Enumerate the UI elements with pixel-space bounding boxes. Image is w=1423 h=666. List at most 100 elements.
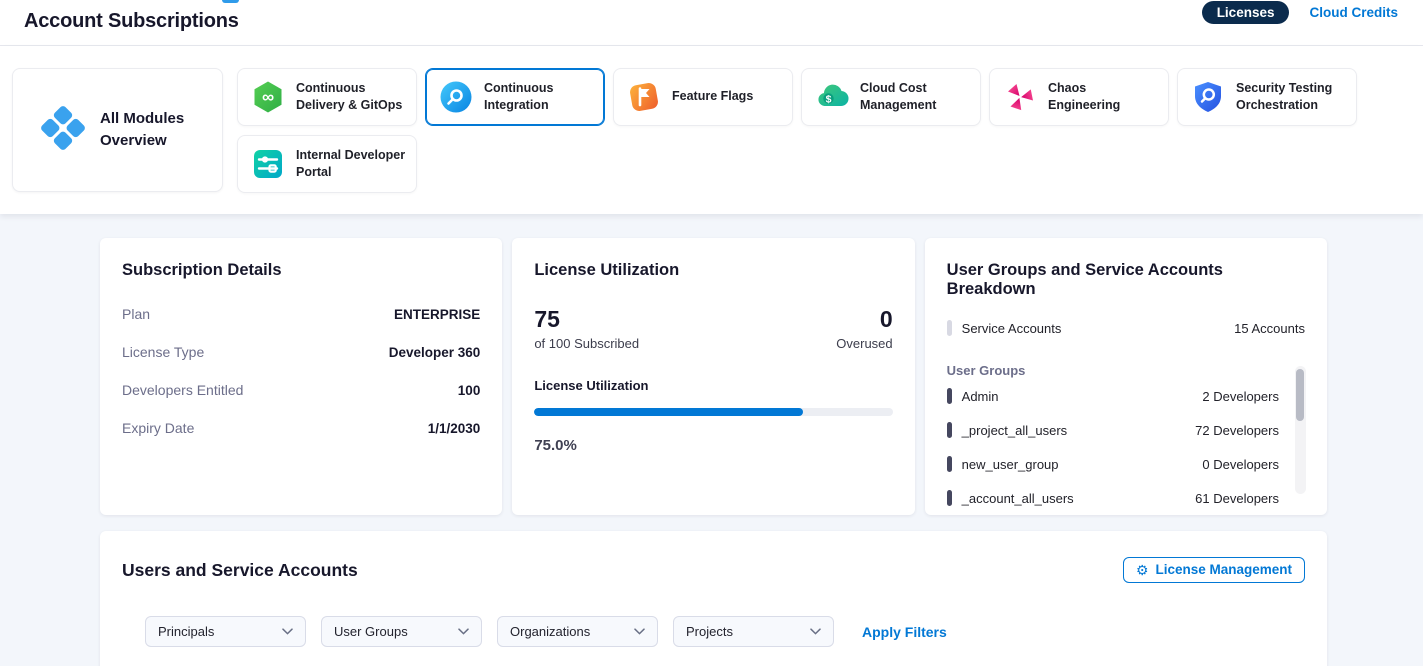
group-name: _project_all_users: [962, 423, 1068, 438]
module-tile-feature-flags[interactable]: Feature Flags: [613, 68, 793, 126]
users-section-header: Users and Service Accounts ⚙ License Man…: [122, 557, 1305, 583]
row-label: Developers Entitled: [122, 382, 243, 398]
overused-caption: Overused: [836, 336, 892, 351]
module-label: Continuous Delivery & GitOps: [296, 80, 408, 115]
module-grid: ∞ Continuous Delivery & GitOps Continuou…: [237, 68, 1359, 193]
subscription-details-rows: Plan ENTERPRISE License Type Developer 3…: [122, 306, 480, 436]
apply-filters-link[interactable]: Apply Filters: [862, 624, 947, 640]
group-marker: [947, 490, 952, 506]
group-marker: [947, 388, 952, 404]
license-management-button[interactable]: ⚙ License Management: [1123, 557, 1305, 583]
chaos-engineering-icon: [1003, 80, 1037, 114]
content-area: Subscription Details Plan ENTERPRISE Lic…: [0, 214, 1423, 666]
group-name: _account_all_users: [962, 491, 1074, 506]
module-label: Chaos Engineering: [1048, 80, 1160, 115]
overused-count: 0: [836, 306, 892, 333]
module-label: Feature Flags: [672, 88, 753, 106]
topbar-tabs: Licenses Cloud Credits: [1202, 0, 1398, 24]
row-label: Plan: [122, 306, 150, 322]
principals-dropdown[interactable]: Principals: [145, 616, 306, 647]
cd-gitops-icon: ∞: [251, 80, 285, 114]
security-testing-icon: [1191, 80, 1225, 114]
subscription-details-card: Subscription Details Plan ENTERPRISE Lic…: [100, 238, 502, 515]
module-tile-continuous-integration[interactable]: Continuous Integration: [425, 68, 605, 126]
gear-icon: ⚙: [1136, 563, 1149, 577]
scrollbar-thumb[interactable]: [1296, 369, 1304, 421]
subscription-row-plan: Plan ENTERPRISE: [122, 306, 480, 322]
license-utilization-numbers: 75 of 100 Subscribed 0 Overused: [534, 306, 892, 351]
feature-flags-icon: [627, 80, 661, 114]
breakdown-card: User Groups and Service Accounts Breakdo…: [925, 238, 1327, 515]
users-and-service-accounts-card: Users and Service Accounts ⚙ License Man…: [100, 531, 1327, 666]
module-tile-continuous-delivery[interactable]: ∞ Continuous Delivery & GitOps: [237, 68, 417, 126]
group-name: Admin: [962, 389, 999, 404]
page-title: Account Subscriptions: [24, 10, 239, 33]
chevron-down-icon: [634, 628, 645, 635]
user-groups-scrollbar[interactable]: [1295, 366, 1306, 494]
group-name: new_user_group: [962, 457, 1059, 472]
module-label: Continuous Integration: [484, 80, 596, 115]
subscription-row-expiry-date: Expiry Date 1/1/2030: [122, 420, 480, 436]
projects-dropdown[interactable]: Projects: [673, 616, 834, 647]
utilization-progress-track: [534, 408, 892, 416]
user-group-row: _account_all_users 61 Developers: [947, 490, 1279, 506]
top-bar: Account Subscriptions Licenses Cloud Cre…: [0, 0, 1423, 46]
subscription-row-developers-entitled: Developers Entitled 100: [122, 382, 480, 398]
license-management-label: License Management: [1155, 562, 1292, 577]
modules-strip: All Modules Overview ∞ Continuous Delive…: [0, 46, 1423, 214]
breadcrumb-fragment: [222, 0, 239, 3]
all-modules-overview-tile[interactable]: All Modules Overview: [12, 68, 223, 192]
dropdown-label: Organizations: [510, 624, 590, 639]
users-section-title: Users and Service Accounts: [122, 560, 358, 581]
service-accounts-label: Service Accounts: [962, 321, 1062, 336]
group-value: 72 Developers: [1195, 423, 1279, 438]
group-value: 61 Developers: [1195, 491, 1279, 506]
licenses-tab[interactable]: Licenses: [1202, 1, 1290, 24]
all-modules-overview-label: All Modules Overview: [100, 108, 192, 152]
service-accounts-row: Service Accounts 15 Accounts: [947, 320, 1305, 336]
group-marker: [947, 456, 952, 472]
module-label: Security Testing Orchestration: [1236, 80, 1348, 115]
license-utilization-card: License Utilization 75 of 100 Subscribed…: [512, 238, 914, 515]
used-block: 75 of 100 Subscribed: [534, 306, 639, 351]
chevron-down-icon: [810, 628, 821, 635]
svg-text:∞: ∞: [262, 88, 274, 107]
chevron-down-icon: [282, 628, 293, 635]
svg-text:$: $: [826, 93, 832, 105]
user-group-row: _project_all_users 72 Developers: [947, 422, 1279, 438]
module-tile-internal-developer-portal[interactable]: Internal Developer Portal: [237, 135, 417, 193]
group-value: 2 Developers: [1202, 389, 1279, 404]
module-tile-security-testing[interactable]: Security Testing Orchestration: [1177, 68, 1357, 126]
user-groups-dropdown[interactable]: User Groups: [321, 616, 482, 647]
service-accounts-value: 15 Accounts: [1234, 321, 1305, 336]
user-group-row: Admin 2 Developers: [947, 388, 1279, 404]
organizations-dropdown[interactable]: Organizations: [497, 616, 658, 647]
row-value: ENTERPRISE: [394, 307, 480, 322]
cloud-credits-tab[interactable]: Cloud Credits: [1309, 5, 1398, 20]
dropdown-label: User Groups: [334, 624, 408, 639]
module-tile-chaos-engineering[interactable]: Chaos Engineering: [989, 68, 1169, 126]
service-accounts-marker: [947, 320, 952, 336]
subscription-details-title: Subscription Details: [122, 261, 480, 280]
breakdown-title: User Groups and Service Accounts Breakdo…: [947, 261, 1305, 299]
group-marker: [947, 422, 952, 438]
continuous-integration-icon: [439, 80, 473, 114]
used-count: 75: [534, 306, 639, 333]
internal-developer-portal-icon: [251, 147, 285, 181]
row-value: Developer 360: [389, 345, 481, 360]
license-utilization-title: License Utilization: [534, 261, 892, 280]
group-value: 0 Developers: [1202, 457, 1279, 472]
filters-row: Principals User Groups Organizations Pro…: [145, 616, 1305, 647]
user-groups-list: Admin 2 Developers _project_all_users 72…: [947, 388, 1305, 506]
user-groups-header: User Groups: [947, 363, 1305, 378]
summary-cards-row: Subscription Details Plan ENTERPRISE Lic…: [100, 214, 1327, 515]
row-value: 1/1/2030: [428, 421, 481, 436]
row-label: Expiry Date: [122, 420, 194, 436]
subscription-row-license-type: License Type Developer 360: [122, 344, 480, 360]
row-value: 100: [458, 383, 481, 398]
dropdown-label: Principals: [158, 624, 214, 639]
module-tile-cloud-cost[interactable]: $ Cloud Cost Management: [801, 68, 981, 126]
chevron-down-icon: [458, 628, 469, 635]
row-label: License Type: [122, 344, 204, 360]
utilization-bar-label: License Utilization: [534, 378, 892, 393]
